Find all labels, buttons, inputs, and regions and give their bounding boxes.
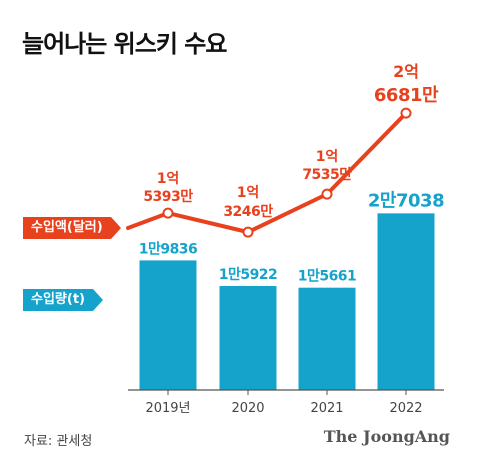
line-value-label: 1억: [316, 149, 339, 165]
bar-value-label: 1만9836: [139, 241, 198, 257]
line-point: [400, 107, 412, 119]
bar-value-label: 2만7038: [368, 190, 444, 211]
legend-import-value: 수입액(달러): [23, 217, 121, 239]
bar: [298, 287, 356, 390]
x-tick-label: 2021: [310, 401, 343, 416]
line-value-label: 5393만: [143, 189, 193, 205]
x-tick-label: 2020: [231, 401, 264, 416]
bar: [139, 260, 197, 390]
line-point: [242, 226, 254, 238]
line-value-label: 3246만: [223, 204, 273, 220]
line-value-label: 1억: [237, 185, 260, 201]
chart-title: 늘어나는 위스키 수요: [22, 30, 227, 58]
series-line: [166, 111, 408, 235]
bar-value-label: 1만5922: [219, 267, 278, 283]
bar: [219, 285, 277, 390]
series-line-lead: [126, 211, 170, 230]
publisher-logo: The JoongAng: [323, 427, 450, 446]
legend-import-volume: 수입량(t): [23, 289, 103, 311]
x-tick-label: 2019년: [145, 401, 190, 416]
bar: [377, 213, 435, 390]
source-note: 자료: 관세청: [24, 434, 93, 449]
line-point: [162, 207, 174, 219]
line-value-label: 2억: [393, 62, 419, 81]
line-value-label: 1억: [157, 171, 180, 187]
line-value-label: 6681만: [374, 85, 439, 106]
bar-value-label: 1만5661: [298, 269, 357, 285]
x-tick-label: 2022: [389, 401, 422, 416]
line-point: [321, 188, 333, 200]
line-value-label: 7535만: [302, 167, 352, 183]
